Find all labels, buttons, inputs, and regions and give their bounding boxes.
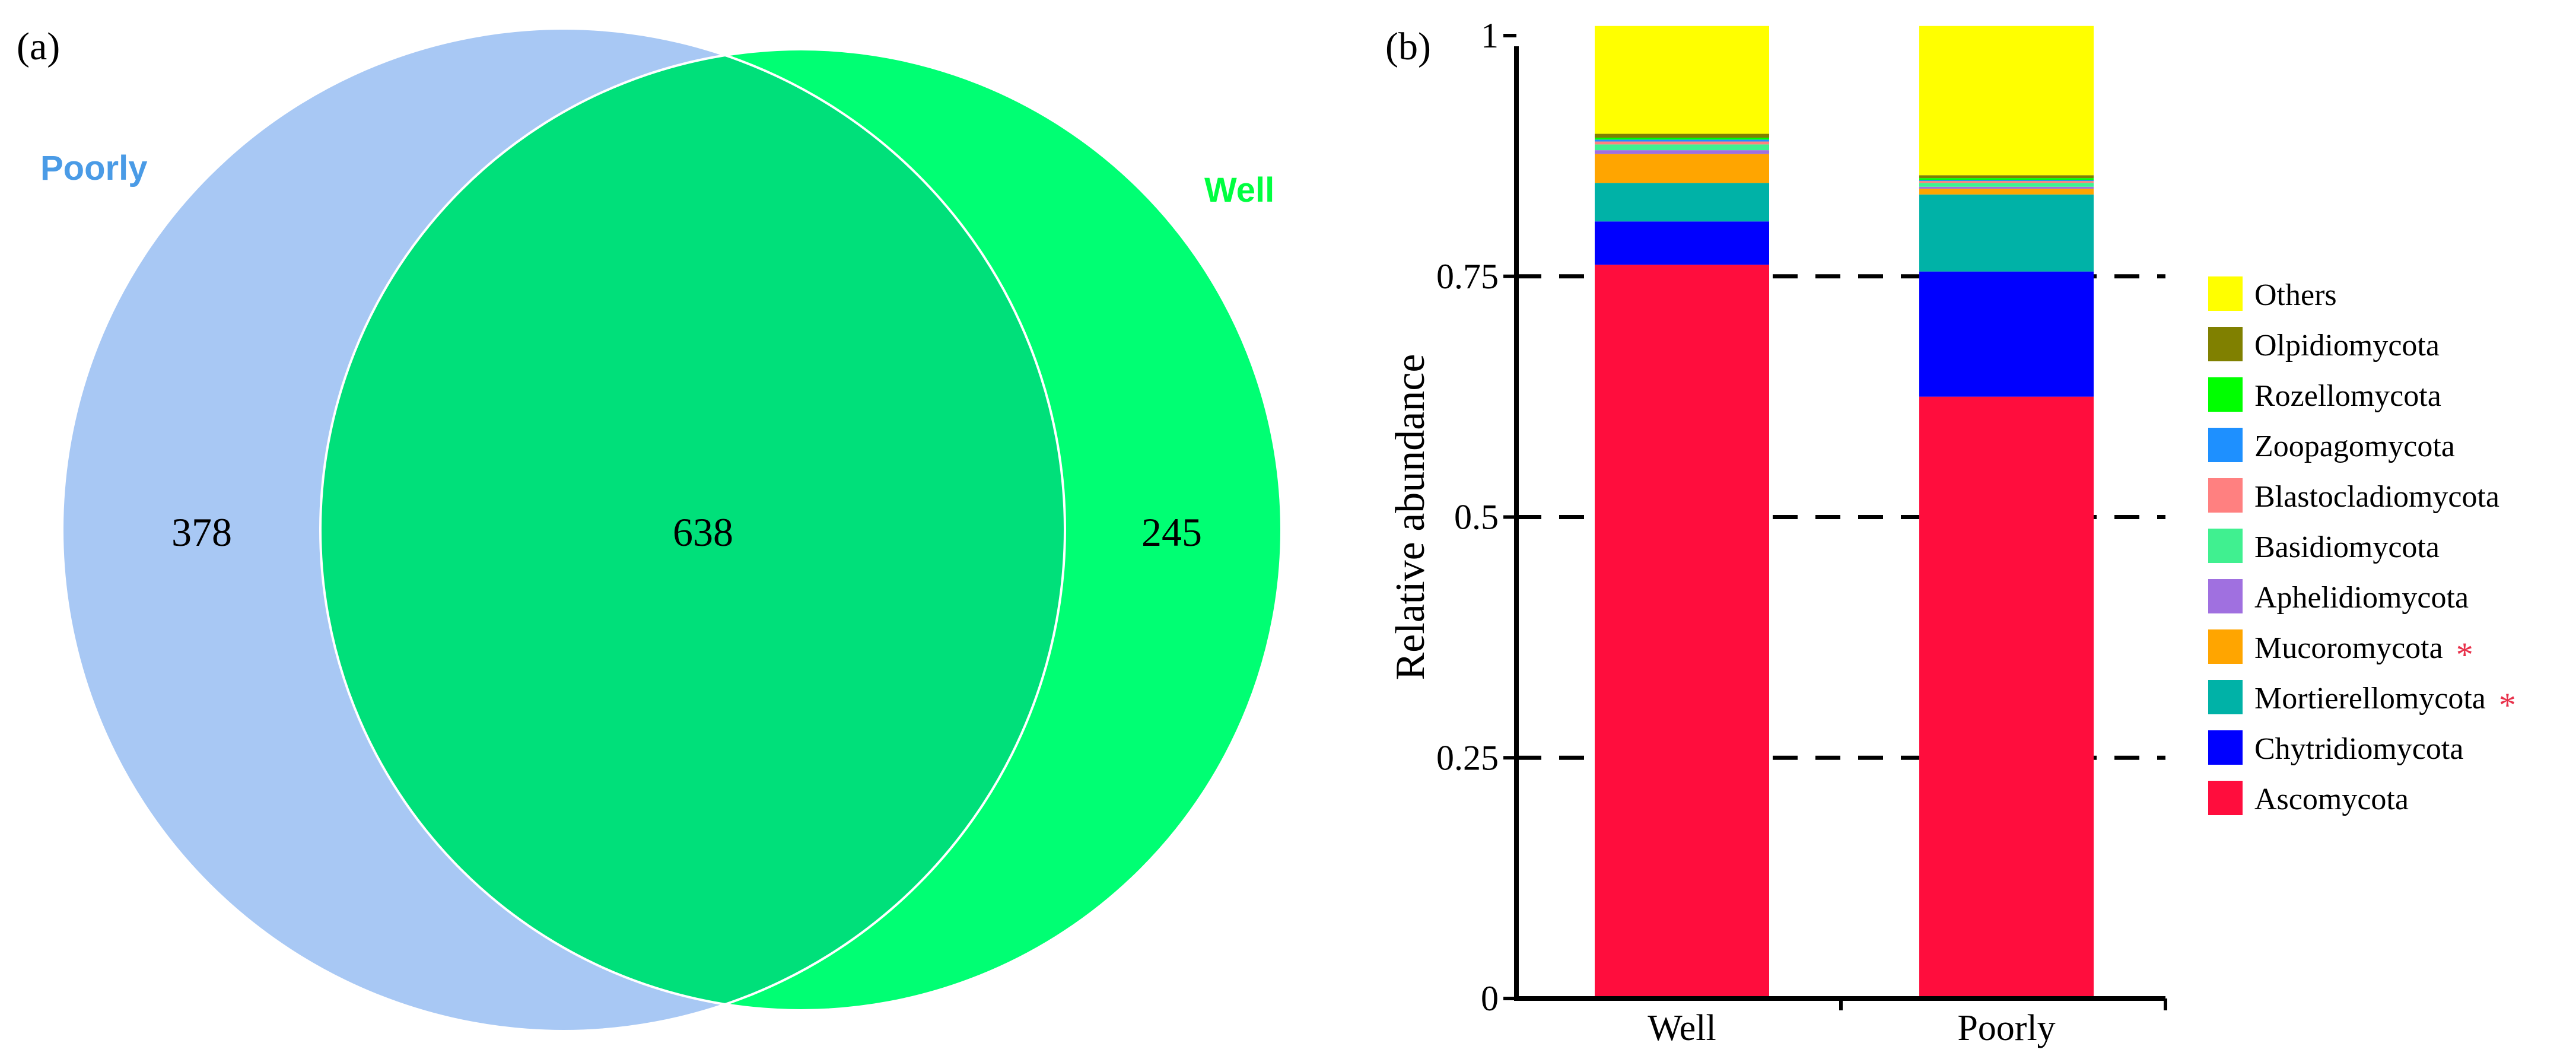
- legend-swatch: [2208, 579, 2243, 613]
- legend-label: Mucoromycota: [2254, 631, 2443, 665]
- bar-segment: [1919, 181, 2094, 183]
- bar-segment: [1595, 150, 1769, 154]
- bar-segment: [1595, 265, 1769, 999]
- bar-segment: [1919, 396, 2094, 998]
- legend-label: Olpidiomycota: [2254, 329, 2440, 362]
- bar-segment: [1919, 178, 2094, 180]
- venn-label-poorly: Poorly: [40, 149, 148, 187]
- bar-segment: [1595, 221, 1769, 265]
- y-tick-label: 0: [1481, 979, 1499, 1018]
- legend-swatch: [2208, 529, 2243, 563]
- stacked-bar-panel: (b) 0 0.25 0.5 0.75 1 Well Poorly Relative abu…: [1385, 16, 2516, 1048]
- legend-label: Ascomycota: [2254, 783, 2409, 816]
- bar-segment: [1919, 189, 2094, 195]
- venn-count-shared: 638: [673, 510, 733, 555]
- legend-swatch: [2208, 478, 2243, 513]
- y-axis-label: Relative abundance: [1388, 354, 1433, 680]
- bar-segment: [1595, 183, 1769, 222]
- legend-label: Chytridiomycota: [2254, 732, 2463, 766]
- bar-segment: [1595, 141, 1769, 145]
- legend-label: Zoopagomycota: [2254, 430, 2455, 463]
- legend-swatch: [2208, 327, 2243, 361]
- legend-swatch: [2208, 629, 2243, 664]
- legend-swatch: [2208, 730, 2243, 765]
- venn-panel: (a) Poorly Well 378 638 245: [17, 25, 1283, 1032]
- bar-segment: [1595, 154, 1769, 183]
- bar-segment: [1595, 144, 1769, 151]
- legend-swatch: [2208, 428, 2243, 462]
- x-tick-label: Well: [1648, 1008, 1716, 1048]
- legend-swatch: [2208, 276, 2243, 311]
- panel-a-label: (a): [17, 25, 60, 68]
- significance-marker: *: [2499, 686, 2516, 724]
- legend-swatch: [2208, 781, 2243, 815]
- axes: 0 0.25 0.5 0.75 1 Well Poorly: [1436, 16, 2167, 1048]
- bar-segment: [1595, 133, 1769, 138]
- bar-segment: [1595, 138, 1769, 140]
- bars: [1595, 26, 2094, 999]
- legend: Others Olpidiomycota Rozellomycota Zoopagom…: [2208, 276, 2516, 816]
- bar-segment: [1919, 180, 2094, 182]
- bar-segment: [1919, 183, 2094, 187]
- bar-segment: [1595, 139, 1769, 142]
- bar-segment: [1919, 175, 2094, 179]
- legend-label: Others: [2254, 278, 2337, 312]
- legend-label: Mortierellomycota: [2254, 682, 2486, 715]
- bar-segment: [1919, 271, 2094, 397]
- y-tick-label: 0.5: [1454, 498, 1499, 537]
- legend-swatch: [2208, 680, 2243, 714]
- legend-label: Basidiomycota: [2254, 530, 2440, 564]
- y-tick-label: 0.25: [1436, 738, 1499, 777]
- panel-b-label: (b): [1385, 25, 1431, 68]
- bar-segment: [1919, 194, 2094, 272]
- legend-label: Blastocladiomycota: [2254, 480, 2499, 514]
- significance-marker: *: [2456, 635, 2473, 674]
- legend-label: Aphelidiomycota: [2254, 581, 2469, 615]
- venn-outline-poorly: [61, 27, 1066, 1032]
- y-tick-label: 0.75: [1436, 257, 1499, 296]
- legend-swatch: [2208, 377, 2243, 412]
- bar-segment: [1919, 26, 2094, 176]
- venn-outline-well: [319, 48, 1283, 1012]
- y-tick-label: 1: [1481, 16, 1499, 55]
- bar-segment: [1919, 186, 2094, 189]
- bar-segment: [1595, 26, 1769, 134]
- x-tick-label: Poorly: [1957, 1008, 2055, 1048]
- venn-count-well-only: 245: [1141, 510, 1202, 555]
- venn-label-well: Well: [1204, 171, 1274, 209]
- legend-label: Rozellomycota: [2254, 379, 2441, 413]
- venn-count-poorly-only: 378: [171, 510, 232, 555]
